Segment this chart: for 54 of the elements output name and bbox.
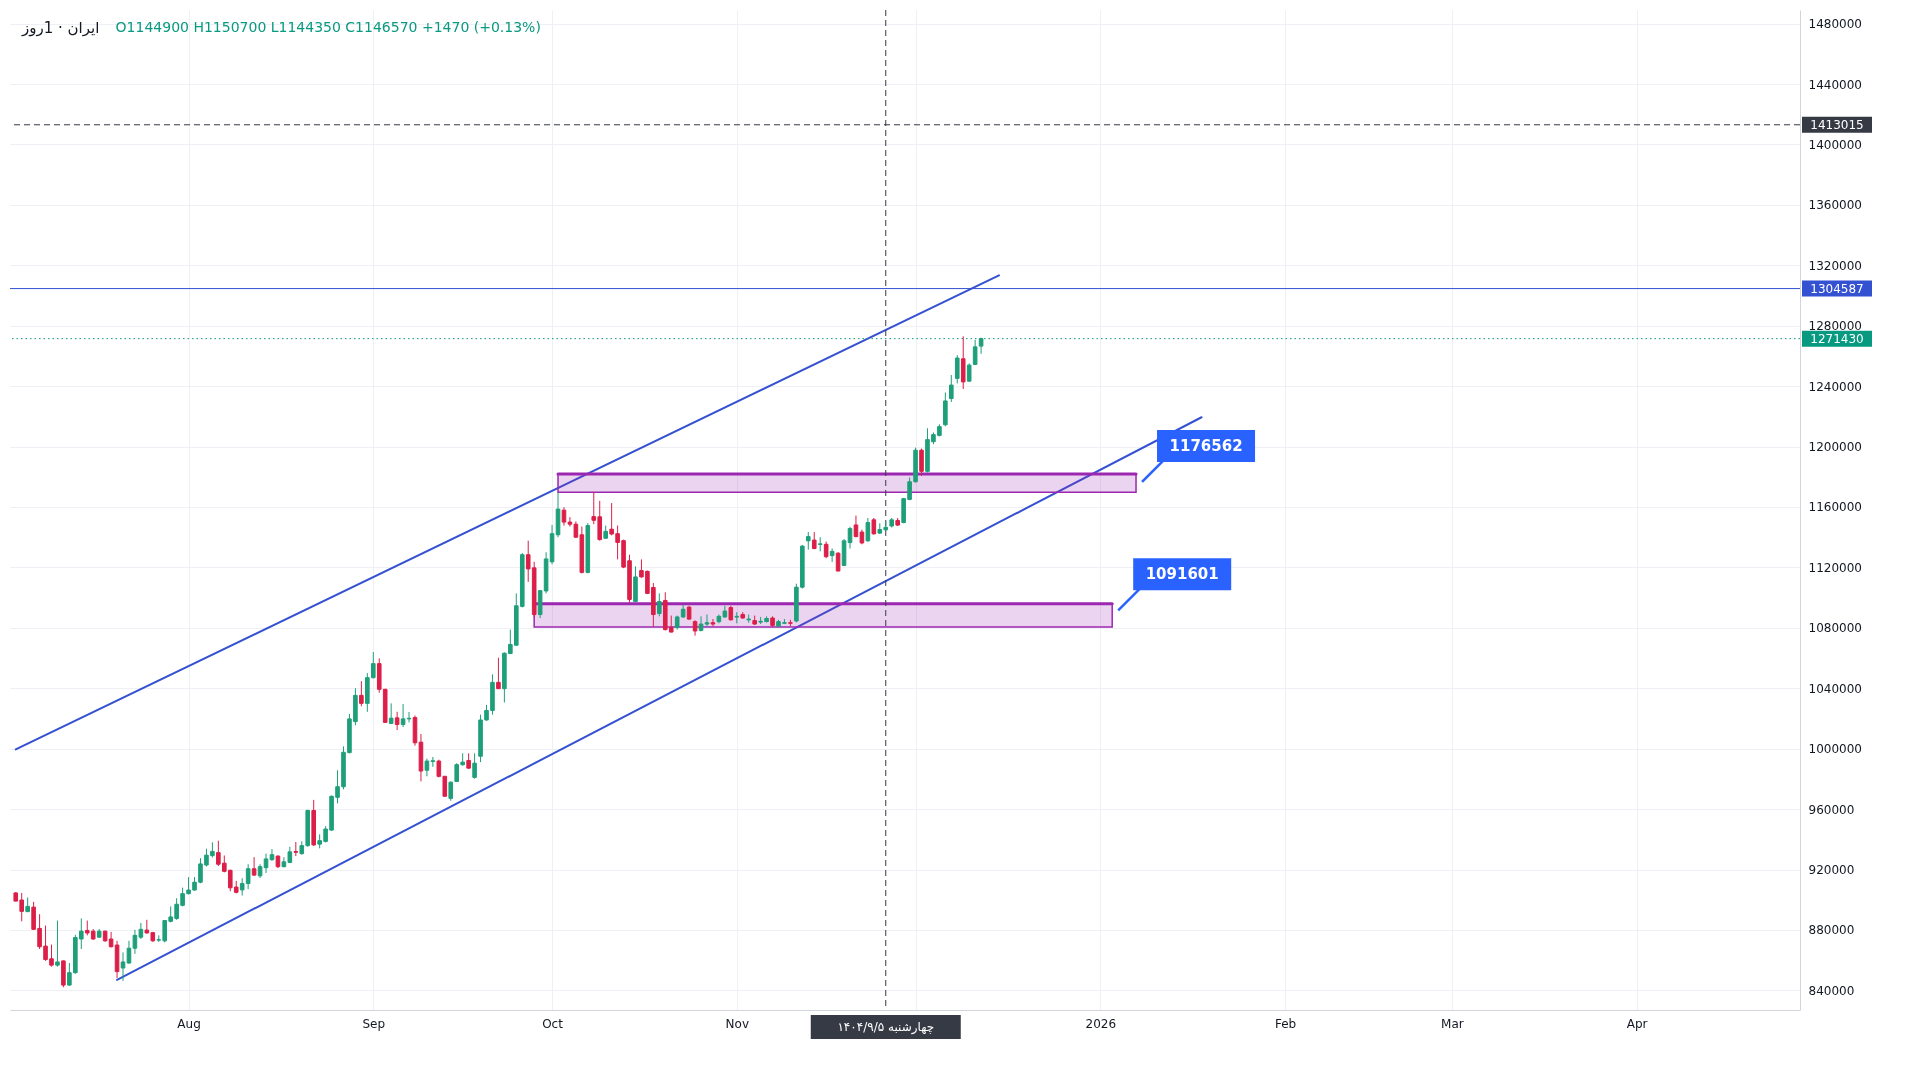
ref-line-label: چهارشنبه ۱۴۰۴/۹/۵ xyxy=(837,1020,935,1035)
annotation: 1176562 xyxy=(1169,436,1243,455)
candlestick xyxy=(835,551,841,572)
ref-line-label: 1413015 xyxy=(1810,117,1864,132)
text: O1144900 H1150700 L1144350 C1146570 +1470 (+0.13%) xyxy=(115,19,541,35)
y-tick-label: 1080000 xyxy=(1808,621,1862,636)
candlestick xyxy=(949,374,954,403)
y-tick-label: 840000 xyxy=(1808,983,1855,998)
candlestick xyxy=(448,780,454,802)
y-tick-label: 1360000 xyxy=(1808,198,1862,213)
candlestick xyxy=(388,702,394,725)
candlestick xyxy=(954,354,960,384)
candlestick xyxy=(943,391,948,427)
candlestick xyxy=(710,618,716,627)
text: ایران · 1روز xyxy=(21,19,100,37)
candlestick xyxy=(251,856,257,877)
y-tick-label: 1160000 xyxy=(1808,500,1862,515)
y-tick-label: 1480000 xyxy=(1808,17,1862,32)
y-tick-label: 960000 xyxy=(1808,802,1855,817)
y-tick-label: 1400000 xyxy=(1808,137,1862,152)
candlestick xyxy=(829,548,835,563)
y-tick-label: 1240000 xyxy=(1808,379,1862,394)
x-tick-label: Oct xyxy=(542,1016,564,1031)
y-tick-label: 1040000 xyxy=(1808,681,1862,696)
y-tick-label: 1000000 xyxy=(1808,742,1862,757)
candlestick xyxy=(394,711,400,731)
y-tick-label: 1200000 xyxy=(1808,440,1862,455)
y-tick-label: 1320000 xyxy=(1808,258,1862,273)
candlestick xyxy=(472,752,477,780)
candlestick xyxy=(496,657,501,690)
candlestick xyxy=(120,951,126,982)
ref-line-label: 1271430 xyxy=(1810,331,1864,346)
y-tick-label: 880000 xyxy=(1808,923,1855,938)
candlestick xyxy=(865,517,871,543)
candlestick xyxy=(960,335,966,390)
x-tick-label: Mar xyxy=(1441,1016,1464,1031)
x-tick-label: Sep xyxy=(362,1016,386,1031)
candlestick xyxy=(704,614,710,628)
y-tick-label: 920000 xyxy=(1808,863,1855,878)
x-tick-label: Aug xyxy=(177,1016,201,1031)
x-tick-label: Nov xyxy=(725,1016,749,1031)
candlestick xyxy=(55,920,60,968)
candlestick xyxy=(657,592,662,617)
x-tick-label: Apr xyxy=(1626,1016,1648,1031)
candlestick xyxy=(359,680,364,707)
y-tick-label: 1280000 xyxy=(1808,319,1862,334)
annotation: 1091601 xyxy=(1145,565,1219,584)
x-tick-label: Feb xyxy=(1274,1016,1297,1031)
y-tick-label: 1120000 xyxy=(1808,560,1862,575)
candlestick xyxy=(919,448,924,477)
candlestick xyxy=(698,615,704,632)
ref-line-label: 1304587 xyxy=(1810,281,1864,296)
x-tick-label: 2026 xyxy=(1085,1016,1117,1031)
y-tick-label: 1440000 xyxy=(1808,77,1862,92)
